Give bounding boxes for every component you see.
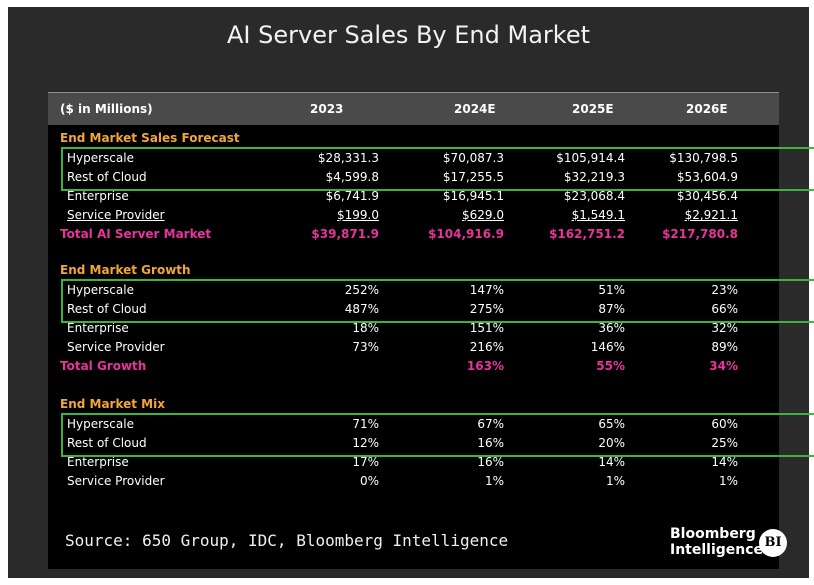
logo-line-1: Bloomberg bbox=[670, 526, 756, 542]
section-heading: End Market Mix bbox=[60, 397, 165, 411]
table-cell: 36% bbox=[598, 321, 625, 335]
data-table: ($ in Millions) 2023 2024E 2025E 2026E S… bbox=[48, 92, 814, 569]
table-cell: 32% bbox=[711, 321, 738, 335]
table-cell: 16% bbox=[477, 455, 504, 469]
logo-line-2: Intelligence bbox=[670, 542, 764, 558]
row-label: Total AI Server Market bbox=[60, 227, 212, 241]
table-cell: $39,871.9 bbox=[311, 227, 379, 241]
table-cell: 146% bbox=[590, 340, 625, 354]
table-cell: $104,916.9 bbox=[428, 227, 504, 241]
table-cell: 14% bbox=[711, 455, 738, 469]
table-cell: $4,599.8 bbox=[325, 170, 379, 184]
section-heading: End Market Growth bbox=[60, 263, 191, 277]
table-cell: 25% bbox=[711, 436, 738, 450]
table-cell: 65% bbox=[598, 417, 625, 431]
table-cell: $2,921.1 bbox=[684, 208, 738, 222]
table-cell: $162,751.2 bbox=[549, 227, 625, 241]
highlight-box bbox=[61, 279, 814, 323]
row-label: Rest of Cloud bbox=[67, 302, 147, 316]
source-note: Source: 650 Group, IDC, Bloomberg Intell… bbox=[65, 531, 509, 550]
bloomberg-intelligence-logo: Bloomberg Intelligence bbox=[670, 526, 763, 558]
row-label: Hyperscale bbox=[67, 283, 134, 297]
row-label: Service Provider bbox=[67, 208, 165, 222]
row-label: Hyperscale bbox=[67, 151, 134, 165]
table-cell: 1% bbox=[484, 474, 504, 488]
table-cell: 147% bbox=[469, 283, 504, 297]
table-cell: 14% bbox=[598, 455, 625, 469]
table-cell: 18% bbox=[352, 321, 379, 335]
table-cell: $32,219.3 bbox=[563, 170, 625, 184]
row-label: Rest of Cloud bbox=[67, 170, 147, 184]
table-cell: $1,549.1 bbox=[571, 208, 625, 222]
chart-frame: AI Server Sales By End Market ($ in Mill… bbox=[8, 7, 814, 578]
table-cell: 16% bbox=[477, 436, 504, 450]
table-cell: $23,068.4 bbox=[563, 189, 625, 203]
table-cell: 0% bbox=[359, 474, 379, 488]
table-cell: 55% bbox=[596, 359, 625, 373]
row-label: Enterprise bbox=[67, 455, 129, 469]
table-cell: 67% bbox=[477, 417, 504, 431]
table-cell: 1% bbox=[605, 474, 625, 488]
table-cell: 151% bbox=[469, 321, 504, 335]
table-cell: 60% bbox=[711, 417, 738, 431]
table-cell: $629.0 bbox=[462, 208, 504, 222]
table-cell: $130,798.5 bbox=[669, 151, 738, 165]
table-cell: 66% bbox=[711, 302, 738, 316]
row-label: Service Provider bbox=[67, 474, 165, 488]
table-cell: 73% bbox=[352, 340, 379, 354]
row-label: Total Growth bbox=[60, 359, 147, 373]
table-cell: 1% bbox=[718, 474, 738, 488]
table-cell: 87% bbox=[598, 302, 625, 316]
row-label: Rest of Cloud bbox=[67, 436, 147, 450]
highlight-box bbox=[61, 147, 814, 191]
table-cell: $6,741.9 bbox=[325, 189, 379, 203]
table-cell: 12% bbox=[352, 436, 379, 450]
table-cell: $70,087.3 bbox=[442, 151, 504, 165]
row-label: Enterprise bbox=[67, 189, 129, 203]
table-cell: 252% bbox=[344, 283, 379, 297]
section-heading: End Market Sales Forecast bbox=[60, 131, 240, 145]
table-cell: 89% bbox=[711, 340, 738, 354]
highlight-box bbox=[61, 413, 814, 457]
table-cell: 163% bbox=[466, 359, 504, 373]
column-header-2026e: 2026E bbox=[686, 102, 728, 116]
row-label: Service Provider bbox=[67, 340, 165, 354]
table-cell: 17% bbox=[352, 455, 379, 469]
table-cell: 71% bbox=[352, 417, 379, 431]
table-cell: $53,604.9 bbox=[676, 170, 738, 184]
table-cell: $30,456.4 bbox=[676, 189, 738, 203]
table-cell: $28,331.3 bbox=[317, 151, 379, 165]
column-header-2025e: 2025E bbox=[572, 102, 614, 116]
row-label: Hyperscale bbox=[67, 417, 134, 431]
bi-badge-icon: BI bbox=[759, 529, 787, 557]
table-cell: 275% bbox=[469, 302, 504, 316]
table-cell: $16,945.1 bbox=[442, 189, 504, 203]
table-cell: $17,255.5 bbox=[442, 170, 504, 184]
table-cell: $105,914.4 bbox=[556, 151, 625, 165]
column-header-2024e: 2024E bbox=[454, 102, 496, 116]
row-label: Enterprise bbox=[67, 321, 129, 335]
table-cell: $199.0 bbox=[337, 208, 379, 222]
table-cell: 20% bbox=[598, 436, 625, 450]
header-label: ($ in Millions) bbox=[60, 102, 153, 116]
table-cell: 51% bbox=[598, 283, 625, 297]
table-cell: 23% bbox=[711, 283, 738, 297]
table-cell: 34% bbox=[709, 359, 738, 373]
table-header: ($ in Millions) 2023 2024E 2025E 2026E bbox=[48, 92, 779, 125]
chart-title: AI Server Sales By End Market bbox=[227, 21, 590, 49]
table-cell: $217,780.8 bbox=[662, 227, 738, 241]
table-cell: 216% bbox=[469, 340, 504, 354]
column-header-2023: 2023 bbox=[310, 102, 344, 116]
table-cell: 487% bbox=[344, 302, 379, 316]
